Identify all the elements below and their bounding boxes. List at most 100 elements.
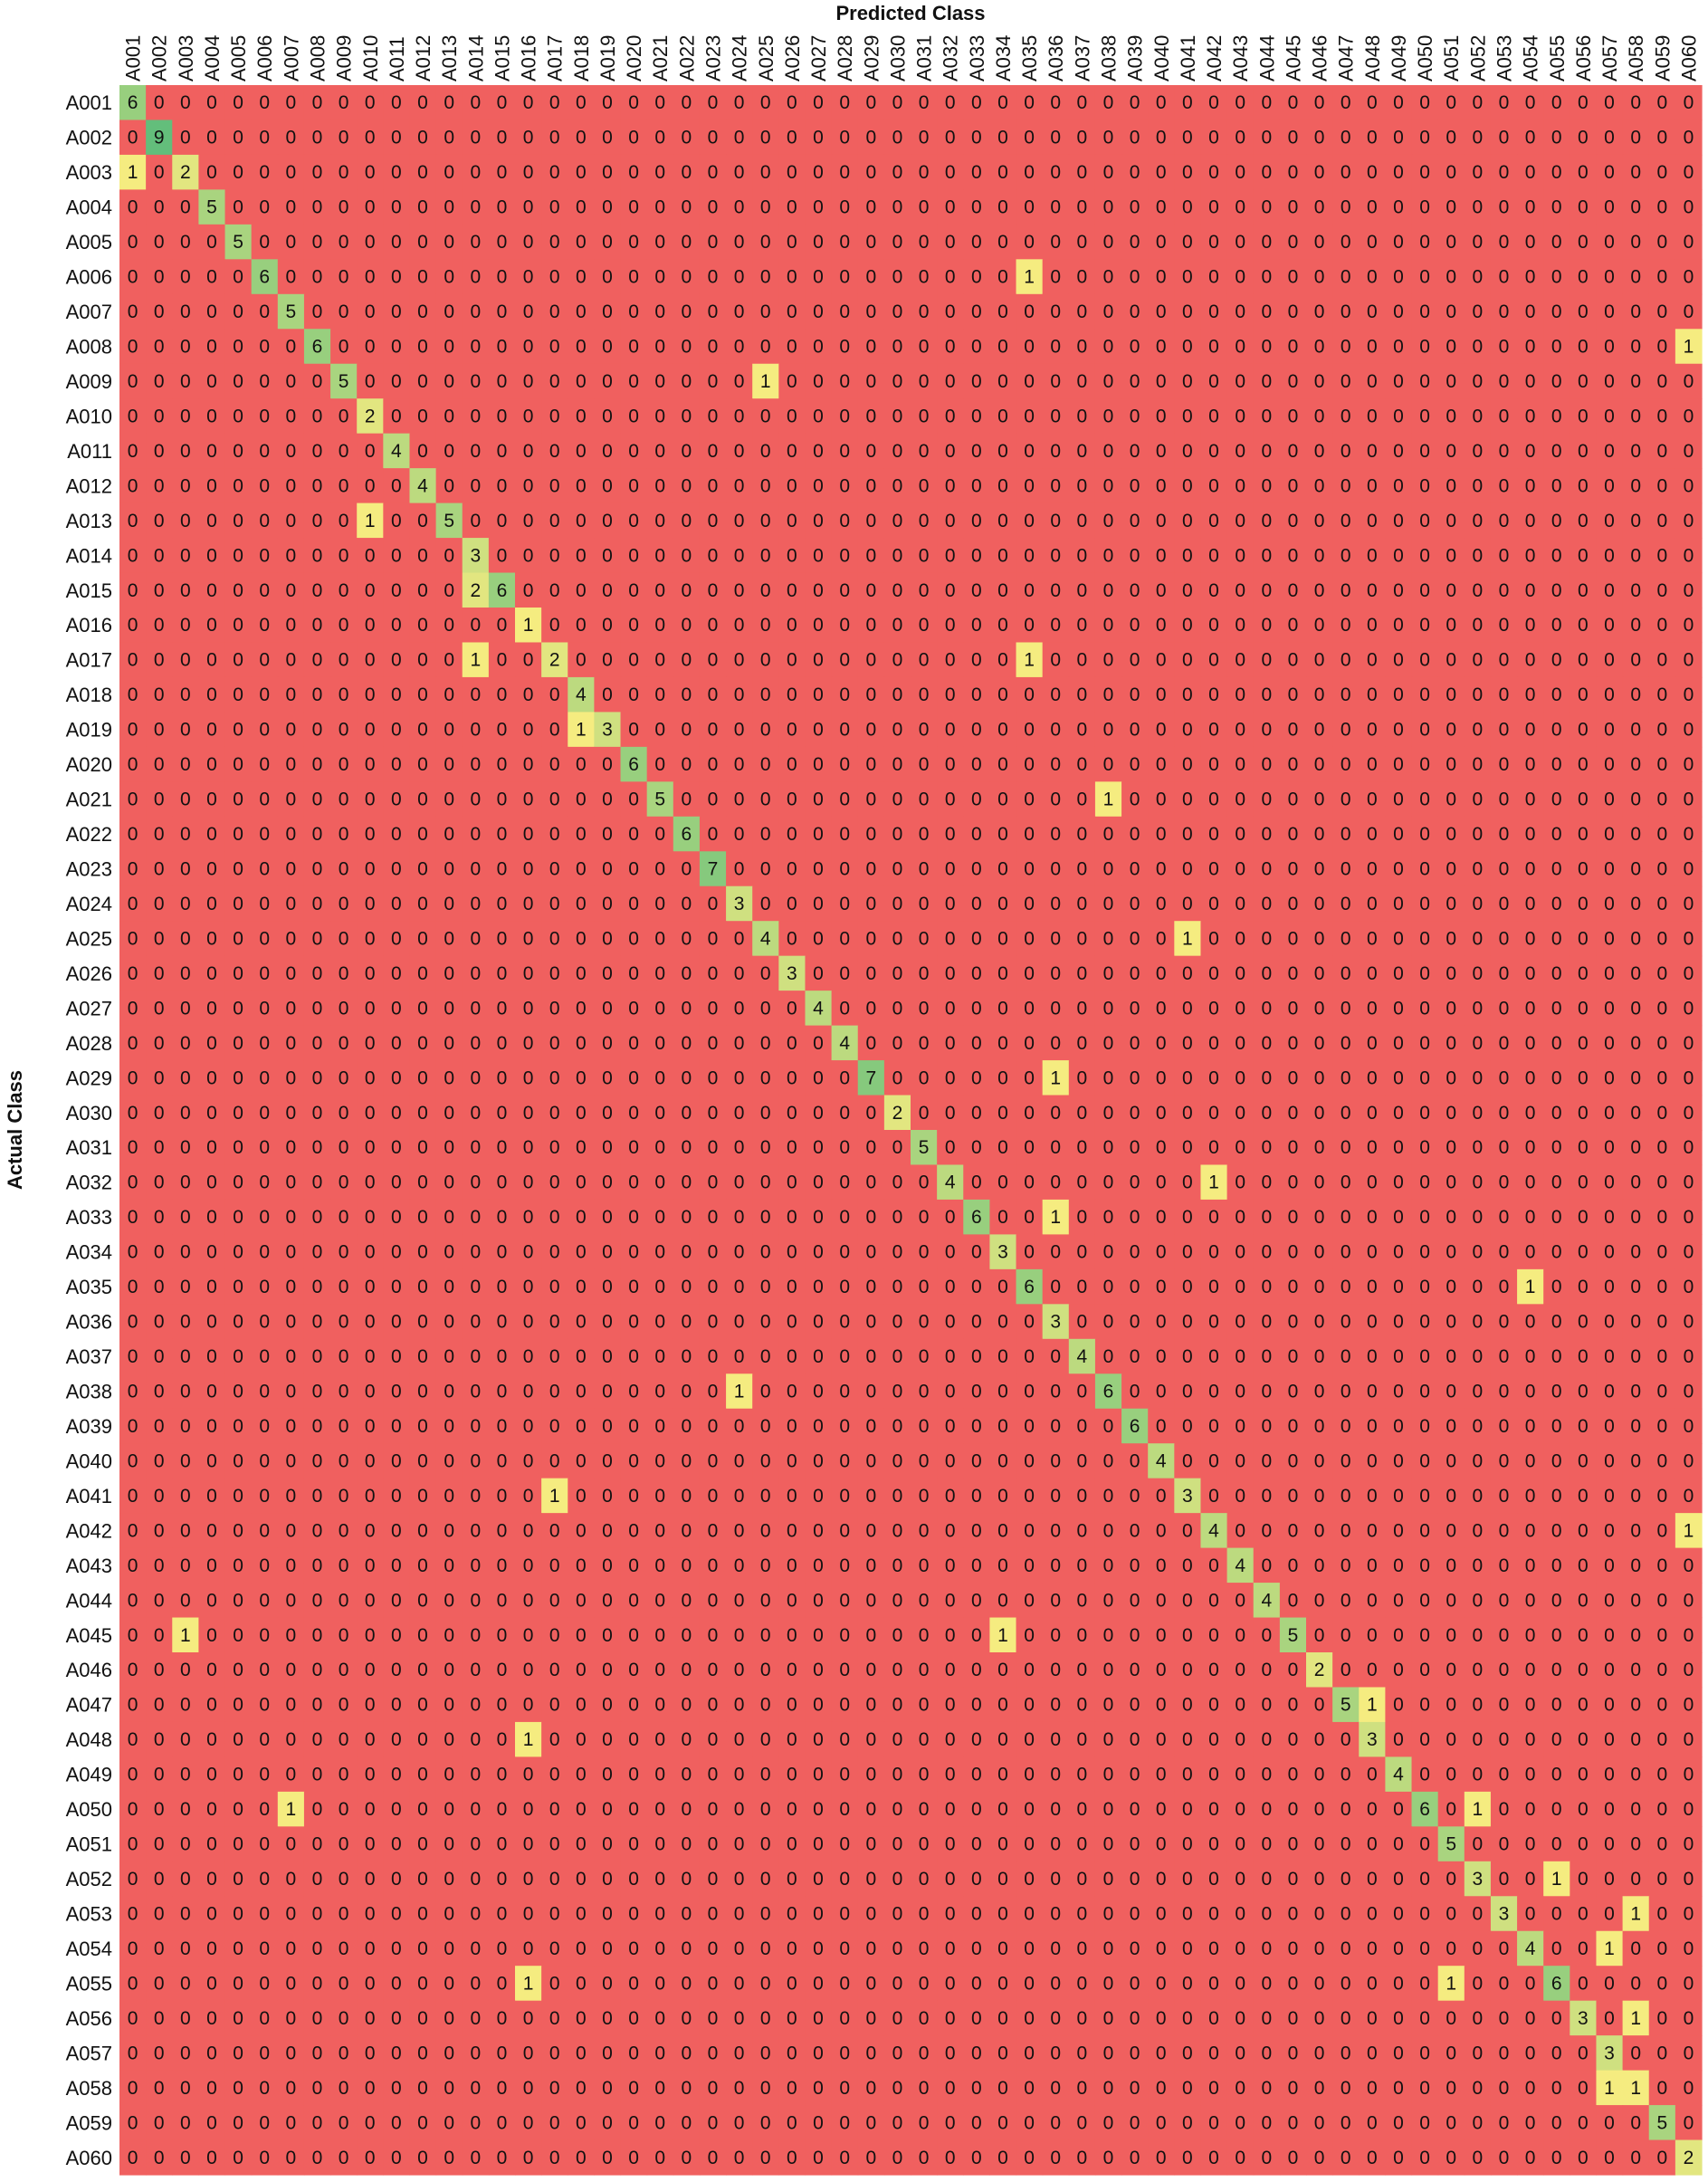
heatmap-cell — [1437, 293, 1465, 330]
cell-value: 0 — [1578, 1207, 1589, 1228]
cell-value: 0 — [576, 267, 587, 288]
cell-value: 0 — [628, 1103, 639, 1124]
cell-value: 0 — [1077, 1033, 1088, 1054]
cell-value: 0 — [628, 1172, 639, 1193]
cell-value: 0 — [154, 475, 165, 496]
cell-value: 0 — [1630, 894, 1641, 914]
cell-value: 0 — [259, 1067, 270, 1088]
cell-value: 0 — [654, 754, 665, 775]
heatmap-cell — [277, 154, 305, 190]
heatmap-cell — [1306, 363, 1333, 399]
cell-value: 0 — [1630, 1033, 1641, 1054]
cell-value: 0 — [312, 475, 323, 496]
cell-value: 0 — [1261, 1416, 1272, 1437]
heatmap-cell — [541, 154, 568, 190]
cell-value: 0 — [892, 232, 903, 253]
cell-value: 0 — [1050, 1486, 1061, 1507]
cell-value: 0 — [734, 441, 745, 462]
y-tick-label: A044 — [66, 1589, 112, 1612]
heatmap-cell — [1279, 329, 1307, 365]
cell-value: 0 — [1393, 928, 1404, 949]
cell-value: 0 — [1656, 337, 1667, 358]
cell-value: 0 — [154, 928, 165, 949]
cell-value: 0 — [602, 1207, 613, 1228]
heatmap-cell — [409, 85, 437, 121]
cell-value: 0 — [839, 1137, 850, 1158]
cell-value: 0 — [259, 475, 270, 496]
cell-value: 0 — [1261, 1103, 1272, 1124]
cell-value: 0 — [1182, 580, 1193, 601]
cell-value: 0 — [576, 928, 587, 949]
heatmap-cell — [989, 224, 1017, 260]
heatmap-cell — [541, 329, 568, 365]
cell-value: 0 — [708, 197, 719, 218]
cell-value: 0 — [787, 511, 797, 531]
cell-value: 0 — [470, 1382, 481, 1402]
heatmap-cell — [646, 259, 674, 295]
heatmap-cell — [857, 293, 885, 330]
y-tick-label: A043 — [66, 1555, 112, 1577]
cell-value: 0 — [391, 1103, 402, 1124]
cell-value: 0 — [813, 859, 824, 880]
cell-value: 0 — [1341, 232, 1351, 253]
cell-value: 0 — [417, 754, 428, 775]
cell-value: 0 — [180, 441, 191, 462]
cell-value: 0 — [839, 232, 850, 253]
heatmap-cell — [1622, 329, 1650, 365]
cell-value: 0 — [1341, 894, 1351, 914]
cell-value: 0 — [628, 684, 639, 705]
heatmap-cell — [515, 154, 542, 190]
cell-value: 0 — [1314, 1172, 1325, 1193]
heatmap-cell — [1068, 224, 1096, 260]
cell-value: 0 — [523, 232, 534, 253]
cell-value: 0 — [1393, 1346, 1404, 1367]
cell-value: 0 — [892, 267, 903, 288]
cell-value: 0 — [971, 267, 982, 288]
cell-value: 0 — [1130, 232, 1140, 253]
heatmap-cell — [198, 363, 226, 399]
cell-value: 0 — [523, 790, 534, 810]
cell-value: 0 — [1130, 511, 1140, 531]
heatmap-cell — [1385, 293, 1413, 330]
cell-value: 0 — [865, 337, 876, 358]
cell-value: 0 — [602, 371, 613, 392]
cell-value: 0 — [1235, 824, 1245, 845]
cell-value: 0 — [286, 824, 297, 845]
heatmap-cell — [1306, 224, 1333, 260]
cell-value: 0 — [1499, 128, 1510, 148]
heatmap-cell — [568, 293, 595, 330]
cell-value: 0 — [1499, 1277, 1510, 1297]
cell-value: 0 — [1182, 337, 1193, 358]
cell-value: 0 — [1235, 1346, 1245, 1367]
cell-value: 0 — [523, 1242, 534, 1263]
cell-value: 0 — [1288, 720, 1299, 741]
cell-value: 0 — [682, 1242, 692, 1263]
cell-value: 1 — [1050, 1067, 1061, 1088]
cell-value: 0 — [1261, 1067, 1272, 1088]
cell-value: 0 — [760, 963, 771, 984]
cell-value: 0 — [1525, 720, 1536, 741]
cell-value: 0 — [233, 406, 243, 426]
heatmap-cell — [1200, 120, 1228, 156]
cell-value: 0 — [1208, 371, 1219, 392]
cell-value: 0 — [708, 475, 719, 496]
cell-value: 0 — [286, 1312, 297, 1333]
cell-value: 0 — [997, 1382, 1008, 1402]
heatmap-cell — [805, 120, 833, 156]
heatmap-cell — [1622, 189, 1650, 225]
cell-value: 0 — [892, 1067, 903, 1088]
x-tick-label: A017 — [544, 35, 567, 81]
cell-value: 0 — [1156, 197, 1167, 218]
cell-value: 0 — [1050, 894, 1061, 914]
cell-value: 0 — [1024, 1137, 1035, 1158]
cell-value: 0 — [1525, 406, 1536, 426]
heatmap-cell — [778, 259, 806, 295]
cell-value: 0 — [206, 1242, 217, 1263]
cell-value: 0 — [787, 1382, 797, 1402]
cell-value: 0 — [1499, 267, 1510, 288]
cell-value: 0 — [682, 1382, 692, 1402]
cell-value: 0 — [1208, 963, 1219, 984]
cell-value: 0 — [233, 1033, 243, 1054]
cell-value: 0 — [839, 580, 850, 601]
x-tick-label: A035 — [1018, 35, 1041, 81]
